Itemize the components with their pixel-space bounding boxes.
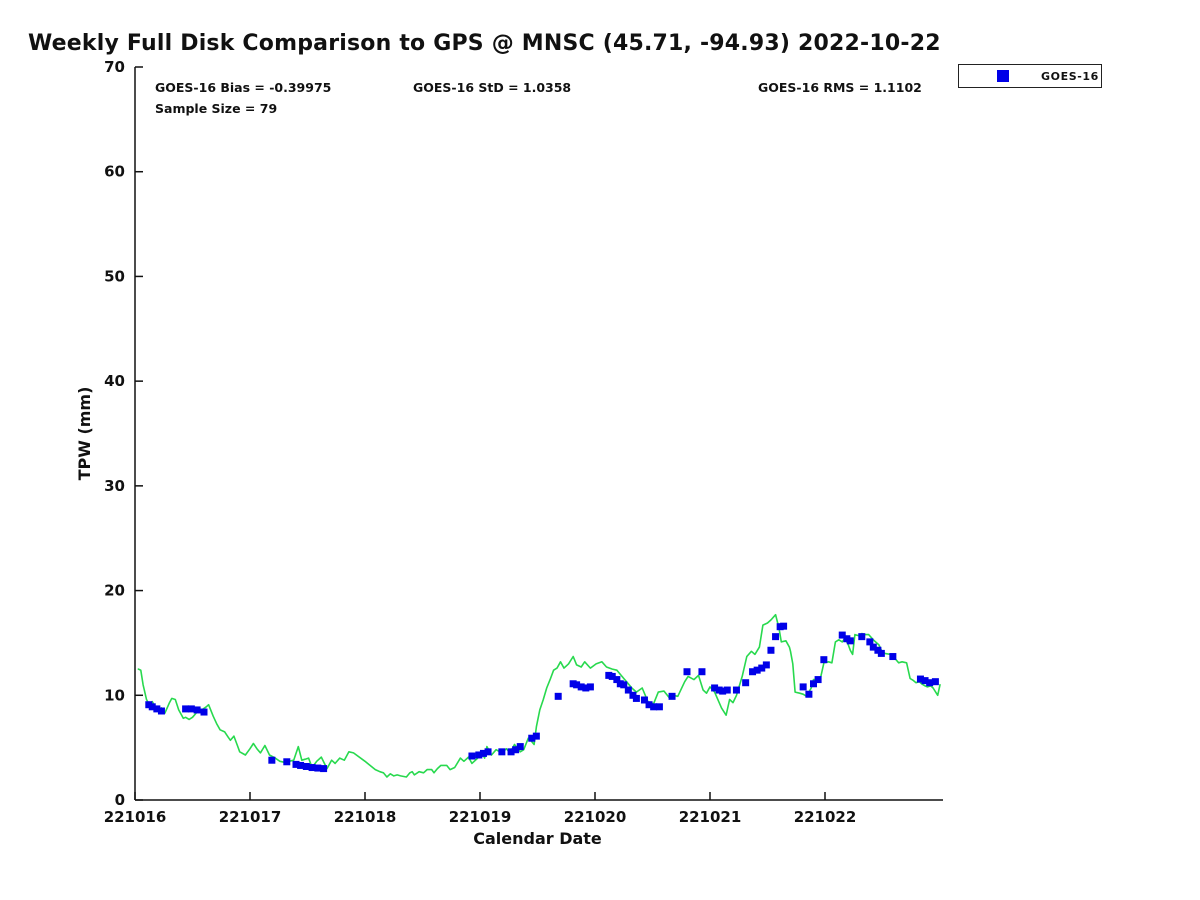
goes16-data-marker [723,686,731,694]
goes16-data-marker [753,666,761,674]
goes16-data-marker [268,756,276,764]
goes16-data-marker [187,705,195,713]
goes16-data-marker [838,631,846,639]
x-tick-label: 221022 [794,808,857,826]
goes16-data-marker [148,703,156,711]
goes16-data-marker [683,668,691,676]
goes16-data-marker [573,681,581,689]
x-tick-label: 221020 [564,808,627,826]
y-tick-label: 30 [104,477,125,495]
goes16-data-marker [624,686,632,694]
goes16-data-marker [698,668,706,676]
y-tick-label: 0 [115,791,125,809]
goes16-data-marker [866,638,874,646]
y-tick-label: 50 [104,267,125,285]
y-tick-label: 60 [104,163,125,181]
stat-std: GOES-16 StD = 1.0358 [413,80,572,95]
x-tick-label: 221018 [334,808,397,826]
goes16-data-marker [846,637,854,645]
goes16-data-marker [810,680,817,688]
goes16-data-marker [650,703,658,711]
goes16-data-marker [640,696,648,704]
goes16-data-marker [498,748,506,756]
goes16-data-marker [742,679,750,687]
goes16-data-marker [554,692,562,700]
goes16-data-marker [869,643,877,651]
goes16-data-marker [613,676,621,684]
goes16-data-marker [586,683,594,691]
y-tick-label: 40 [104,372,125,390]
goes16-data-marker [157,707,165,715]
goes16-data-marker [484,748,492,756]
goes16-data-marker [475,751,483,759]
goes16-data-marker [767,646,775,654]
chart-title: Weekly Full Disk Comparison to GPS @ MNS… [28,31,941,56]
goes16-data-marker [814,676,822,684]
goes16-data-marker [758,664,766,672]
goes16-data-marker [799,683,807,691]
goes16-data-marker [655,703,663,711]
goes16-data-marker [749,668,757,676]
goes16-data-marker [153,705,161,713]
goes16-data-marker [532,732,540,740]
goes16-data-marker [820,656,828,664]
goes16-data-marker [516,743,524,751]
goes16-data-marker [916,675,924,683]
x-axis-title: Calendar Date [473,829,602,848]
goes16-data-marker [719,687,727,695]
gps-tpw-line [137,613,941,778]
goes16-data-marker [577,683,585,691]
goes16-data-marker [858,633,866,641]
goes16-data-marker [645,701,653,709]
x-tick-label: 221016 [104,808,167,826]
goes16-data-marker [507,748,515,756]
y-axis-title: TPW (mm) [75,387,94,481]
goes16-data-marker [772,633,780,641]
legend-label: GOES-16 [1041,69,1099,83]
goes16-data-marker [479,749,487,757]
goes16-data-marker [668,692,676,700]
goes16-data-marker [512,746,520,754]
y-tick-label: 10 [104,686,125,704]
stat-sample-size: Sample Size = 79 [155,101,278,116]
x-tick-label: 221021 [679,808,742,826]
y-tick-label: 20 [104,582,125,600]
goes16-data-marker [314,764,322,772]
goes16-data-marker [762,661,770,669]
goes16-data-marker [292,760,300,768]
goes16-data-marker [620,681,628,689]
goes16-data-marker [582,684,590,692]
goes16-data-marker [320,765,328,773]
goes16-data-marker [200,708,208,716]
goes16-data-marker [297,761,305,769]
x-tick-label: 221017 [219,808,282,826]
goes16-data-marker [926,679,934,687]
goes16-data-marker [193,706,201,714]
goes16-data-marker [283,758,291,766]
goes16-data-marker [632,694,640,702]
goes16-data-marker [468,752,476,760]
goes16-data-marker [877,649,885,657]
goes16-data-marker [308,764,316,772]
goes16-data-marker [302,762,310,770]
stat-bias: GOES-16 Bias = -0.39975 [155,80,332,95]
legend-box: GOES-16 [958,64,1102,88]
stat-rms: GOES-16 RMS = 1.1102 [758,80,922,95]
goes16-data-marker [528,734,536,742]
goes16-data-marker [931,678,939,686]
legend-square-marker-icon [997,70,1009,82]
goes16-data-marker [921,677,929,685]
goes16-data-marker [889,653,897,661]
goes16-data-marker [805,690,813,698]
goes16-data-marker [732,686,740,694]
x-tick-label: 221019 [449,808,512,826]
goes16-data-marker [780,622,788,630]
goes16-data-marker [608,672,616,680]
goes16-data-marker [711,684,719,692]
goes16-data-marker [182,705,190,713]
y-tick-label: 70 [104,58,125,76]
